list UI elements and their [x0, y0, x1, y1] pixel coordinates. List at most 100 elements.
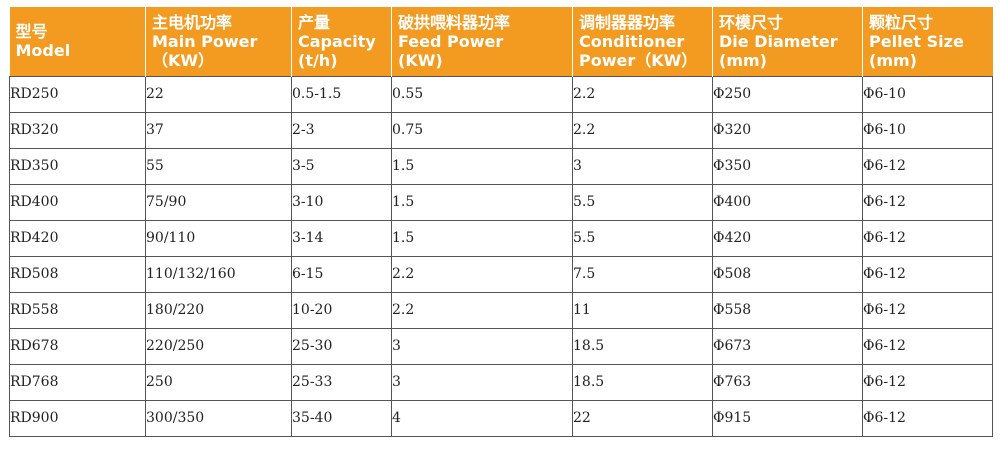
- cell-die-diameter: Φ250: [712, 75, 863, 113]
- cell-pellet-size: Φ6-12: [862, 291, 993, 329]
- table-row: RD250 22 0.5-1.5 0.55 2.2 Φ250 Φ6-10: [9, 75, 993, 113]
- cell-capacity: 25-33: [291, 363, 392, 401]
- cell-pellet-size: Φ6-12: [862, 219, 993, 257]
- header-row: 型号 Model 主电机功率 Main Power （KW） 产量 Capacity (t/h…: [9, 7, 993, 76]
- cell-die-diameter: Φ350: [712, 147, 863, 185]
- spec-table-wrapper: 型号 Model 主电机功率 Main Power （KW） 产量 Capacity (t/h…: [9, 7, 993, 437]
- header-capacity-en: Capacity: [298, 31, 376, 51]
- header-model: 型号 Model: [9, 7, 146, 76]
- header-model-zh: 型号: [15, 22, 48, 42]
- header-die-diameter-en: Die Diameter: [719, 31, 838, 51]
- cell-main-power: 300/350: [145, 399, 292, 437]
- cell-model: RD558: [9, 291, 146, 329]
- cell-main-power: 22: [145, 75, 292, 113]
- header-pellet-size-en: Pellet Size: [869, 31, 964, 51]
- cell-feed-power: 3: [391, 363, 573, 401]
- cell-capacity: 25-30: [291, 327, 392, 365]
- cell-capacity: 3-10: [291, 183, 392, 221]
- table-row: RD350 55 3-5 1.5 3 Φ350 Φ6-12: [9, 147, 993, 185]
- table-row: RD400 75/90 3-10 1.5 5.5 Φ400 Φ6-12: [9, 183, 993, 221]
- cell-feed-power: 3: [391, 327, 573, 365]
- header-main-power-zh: 主电机功率: [152, 12, 233, 32]
- cell-capacity: 10-20: [291, 291, 392, 329]
- cell-feed-power: 2.2: [391, 255, 573, 293]
- cell-model: RD400: [9, 183, 146, 221]
- header-feed-power-unit: (KW): [398, 50, 443, 70]
- cell-conditioner-power: 11: [572, 291, 713, 329]
- header-die-diameter-unit: (mm): [719, 50, 767, 70]
- header-conditioner-power-en: Conditioner: [579, 31, 685, 51]
- header-conditioner-power-zh: 调制器器功率: [579, 12, 676, 32]
- header-conditioner-power-unit: Power（KW）: [579, 50, 698, 70]
- header-feed-power: 破拱喂料器功率 Feed Power (KW): [391, 7, 573, 76]
- cell-die-diameter: Φ400: [712, 183, 863, 221]
- cell-conditioner-power: 18.5: [572, 363, 713, 401]
- cell-die-diameter: Φ420: [712, 219, 863, 257]
- header-pellet-size-zh: 颗粒尺寸: [869, 12, 934, 32]
- cell-conditioner-power: 3: [572, 147, 713, 185]
- cell-conditioner-power: 18.5: [572, 327, 713, 365]
- header-die-diameter-zh: 环模尺寸: [719, 12, 784, 32]
- cell-main-power: 180/220: [145, 291, 292, 329]
- table-row: RD900 300/350 35-40 4 22 Φ915 Φ6-12: [9, 399, 993, 437]
- cell-pellet-size: Φ6-10: [862, 111, 993, 149]
- header-conditioner-power: 调制器器功率 Conditioner Power（KW）: [572, 7, 713, 76]
- cell-feed-power: 0.75: [391, 111, 573, 149]
- cell-main-power: 55: [145, 147, 292, 185]
- cell-capacity: 2-3: [291, 111, 392, 149]
- cell-pellet-size: Φ6-12: [862, 183, 993, 221]
- cell-capacity: 3-14: [291, 219, 392, 257]
- table-row: RD678 220/250 25-30 3 18.5 Φ673 Φ6-12: [9, 327, 993, 365]
- cell-model: RD768: [9, 363, 146, 401]
- cell-model: RD320: [9, 111, 146, 149]
- header-feed-power-zh: 破拱喂料器功率: [398, 12, 511, 32]
- header-pellet-size: 颗粒尺寸 Pellet Size (mm): [862, 7, 993, 76]
- cell-conditioner-power: 2.2: [572, 111, 713, 149]
- header-feed-power-en: Feed Power: [398, 31, 504, 51]
- table-body: RD250 22 0.5-1.5 0.55 2.2 Φ250 Φ6-10 RD320 37 2-3…: [9, 75, 993, 437]
- cell-model: RD900: [9, 399, 146, 437]
- cell-main-power: 75/90: [145, 183, 292, 221]
- header-pellet-size-unit: (mm): [869, 50, 917, 70]
- cell-conditioner-power: 2.2: [572, 75, 713, 113]
- header-capacity: 产量 Capacity (t/h): [291, 7, 392, 76]
- cell-feed-power: 4: [391, 399, 573, 437]
- cell-die-diameter: Φ763: [712, 363, 863, 401]
- cell-model: RD508: [9, 255, 146, 293]
- spec-table: 型号 Model 主电机功率 Main Power （KW） 产量 Capacity (t/h…: [9, 7, 993, 437]
- cell-main-power: 110/132/160: [145, 255, 292, 293]
- cell-die-diameter: Φ508: [712, 255, 863, 293]
- header-main-power: 主电机功率 Main Power （KW）: [145, 7, 292, 76]
- cell-main-power: 220/250: [145, 327, 292, 365]
- table-row: RD558 180/220 10-20 2.2 11 Φ558 Φ6-12: [9, 291, 993, 329]
- cell-feed-power: 1.5: [391, 183, 573, 221]
- cell-capacity: 6-15: [291, 255, 392, 293]
- cell-die-diameter: Φ915: [712, 399, 863, 437]
- cell-conditioner-power: 22: [572, 399, 713, 437]
- table-header: 型号 Model 主电机功率 Main Power （KW） 产量 Capacity (t/h…: [9, 7, 993, 76]
- header-die-diameter: 环模尺寸 Die Diameter (mm): [712, 7, 863, 76]
- cell-feed-power: 1.5: [391, 147, 573, 185]
- cell-pellet-size: Φ6-12: [862, 147, 993, 185]
- cell-conditioner-power: 7.5: [572, 255, 713, 293]
- cell-main-power: 90/110: [145, 219, 292, 257]
- cell-pellet-size: Φ6-10: [862, 75, 993, 113]
- cell-capacity: 0.5-1.5: [291, 75, 392, 113]
- cell-model: RD420: [9, 219, 146, 257]
- table-row: RD768 250 25-33 3 18.5 Φ763 Φ6-12: [9, 363, 993, 401]
- cell-conditioner-power: 5.5: [572, 219, 713, 257]
- cell-model: RD350: [9, 147, 146, 185]
- cell-capacity: 35-40: [291, 399, 392, 437]
- cell-capacity: 3-5: [291, 147, 392, 185]
- cell-model: RD678: [9, 327, 146, 365]
- header-capacity-zh: 产量: [298, 12, 331, 32]
- cell-feed-power: 1.5: [391, 219, 573, 257]
- cell-model: RD250: [9, 75, 146, 113]
- cell-pellet-size: Φ6-12: [862, 327, 993, 365]
- cell-pellet-size: Φ6-12: [862, 363, 993, 401]
- table-row: RD320 37 2-3 0.75 2.2 Φ320 Φ6-10: [9, 111, 993, 149]
- cell-conditioner-power: 5.5: [572, 183, 713, 221]
- cell-die-diameter: Φ320: [712, 111, 863, 149]
- cell-die-diameter: Φ673: [712, 327, 863, 365]
- cell-die-diameter: Φ558: [712, 291, 863, 329]
